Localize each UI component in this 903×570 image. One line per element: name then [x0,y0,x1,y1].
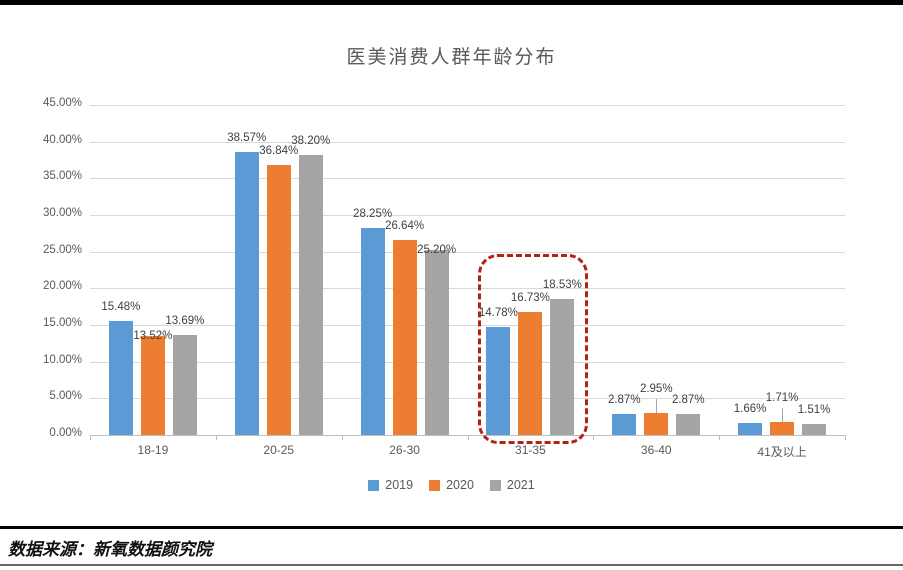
gridline-25 [90,251,845,253]
y-axis-tick-label-30: 30.00% [42,207,82,219]
bar-2020-4 [644,413,669,435]
bar-2019-4 [612,413,637,435]
bar-2019-5 [738,422,763,435]
value-label-2021-4: 2.87% [671,393,705,406]
x-axis-boundary-tick-2 [341,435,343,440]
y-axis-tick-label-15: 15.00% [42,317,82,329]
bar-2020-0 [140,335,165,435]
y-axis-tick-label-5: 5.00% [49,390,82,403]
legend-label-2019: 2019 [385,478,414,492]
data-source-caption: 数据来源：新氧数据颜究院 [8,540,212,559]
x-axis-category-label-2: 26-30 [389,443,420,457]
legend-item-2019: 2019 [368,478,413,492]
value-label-2021-1: 38.20% [291,134,331,147]
legend-swatch-2020 [429,479,441,491]
bar-2021-3 [550,299,575,435]
value-label-2020-2: 26.64% [385,219,425,232]
gridline-30 [90,215,845,216]
x-axis-category-label-1: 20-25 [263,443,295,457]
gridline-10 [90,361,845,363]
value-label-2021-3: 18.53% [542,279,582,292]
gridline-45 [90,105,845,106]
x-axis-boundary-tick-3 [467,435,469,440]
value-label-2019-4: 2.87% [607,393,641,406]
bar-2021-0 [172,334,197,435]
bar-2020-1 [266,164,291,435]
legend-item-2021: 2021 [489,478,535,492]
chart-legend: 2019 2020 2021 [0,478,903,492]
legend-swatch-2021 [489,479,501,491]
bar-2019-2 [360,227,385,435]
value-label-2020-4: 2.95% [639,383,673,396]
gridline-20 [90,288,845,290]
gridline-35 [90,178,845,180]
y-axis-tick-label-45: 45.00% [42,97,82,109]
y-axis-tick-label-0: 0.00% [49,427,82,439]
plot-area: 0.00% 5.00% 10.00% 15.00% 20.00% 25.00% 30.00%… [42,97,846,459]
x-axis-category-label-3: 31-35 [515,443,546,457]
value-label-2021-5: 1.51% [797,403,831,416]
top-border-line [0,0,903,5]
bar-2021-4 [676,413,701,435]
value-label-2020-1: 36.84% [259,144,299,157]
bar-2021-2 [424,250,449,435]
value-label-2019-0: 15.48% [101,301,141,314]
gridline-15 [90,325,845,326]
gridline-40 [90,141,845,143]
x-axis-category-label-0: 18-19 [137,443,169,457]
legend-label-2020: 2020 [446,478,474,492]
value-label-2019-5: 1.66% [733,402,767,415]
y-axis-tick-label-25: 25.00% [42,243,82,256]
x-axis-boundary-tick-1 [215,435,217,440]
bar-2020-5 [770,422,795,435]
value-label-2019-1: 38.57% [227,132,267,145]
y-axis-tick-label-35: 35.00% [42,170,82,183]
value-label-2020-3: 16.73% [510,292,550,305]
y-axis-tick-label-40: 40.00% [42,133,82,146]
legend-label-2021: 2021 [506,478,535,492]
legend-swatch-2019 [368,479,380,491]
bar-2020-2 [392,239,417,435]
x-axis-boundary-tick-0 [90,435,91,440]
bar-2019-1 [234,152,259,435]
y-axis-tick-label-10: 10.00% [42,353,82,366]
x-axis-category-label-4: 36-40 [640,443,672,457]
highlight-box-31-35 [478,254,589,444]
value-label-2019-2: 28.25% [353,207,393,220]
bar-2021-5 [802,423,827,435]
bar-2019-3 [486,326,511,435]
leader-line-0 [656,399,658,414]
value-label-2021-0: 13.69% [165,314,205,327]
y-axis-tick-label-20: 20.00% [42,280,82,293]
footer-divider-line [0,526,903,529]
value-label-2020-0: 13.52% [133,329,173,342]
bar-2021-1 [298,154,323,435]
x-axis-boundary-tick-5 [719,435,721,440]
gridline-5 [90,398,845,400]
value-label-2019-3: 14.78% [478,306,518,319]
x-axis-boundary-tick-end [845,435,846,440]
bar-2020-3 [518,312,543,435]
x-axis-boundary-tick-4 [593,435,595,440]
value-label-2021-2: 25.20% [417,244,457,257]
x-axis-category-label-5: 41及以上 [757,445,807,459]
legend-item-2020: 2020 [429,478,474,492]
bar-2019-0 [108,321,133,435]
bottom-border-line [0,564,903,566]
chart-title: 医美消费人群年龄分布 [346,47,557,68]
leader-line-1 [782,408,784,423]
value-label-2020-5: 1.71% [765,392,799,405]
